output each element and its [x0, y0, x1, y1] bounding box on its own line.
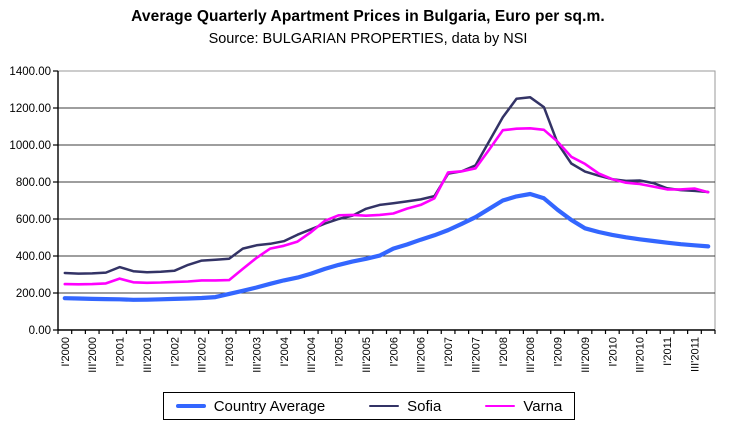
- legend-line-swatch: [485, 404, 516, 408]
- y-tick-label: 1200.00: [9, 103, 51, 115]
- x-tick-label: I'2000: [60, 337, 72, 367]
- x-tick-label: I'2002: [169, 337, 181, 367]
- x-tick-label: I'2004: [279, 337, 291, 367]
- legend-item-varna: Varna: [485, 399, 562, 414]
- series-line-varna: [63, 127, 710, 286]
- legend-item-country-average: Country Average: [175, 397, 326, 415]
- x-tick-label: I'2010: [607, 337, 619, 367]
- x-tick-label: III'2009: [580, 337, 592, 373]
- series-line-sofia: [63, 96, 710, 275]
- y-tick-label: 1400.00: [9, 66, 51, 78]
- x-tick-label: III'2007: [470, 337, 482, 373]
- x-tick-label: III'2004: [306, 337, 318, 373]
- x-tick-label: III'2000: [87, 337, 99, 373]
- x-tick-label: I'2005: [334, 337, 346, 367]
- legend-line-swatch: [175, 403, 206, 409]
- x-tick-label: III'2011: [689, 337, 701, 372]
- y-tick-label: 800.00: [16, 177, 51, 189]
- plot-border: [57, 70, 716, 331]
- y-tick-label: 200.00: [16, 288, 51, 300]
- x-tick-label: I'2011: [662, 337, 674, 366]
- x-tick-label: I'2006: [388, 337, 400, 367]
- chart-subtitle: Source: BULGARIAN PROPERTIES, data by NS…: [208, 31, 528, 47]
- legend: Country Average Sofia Varna: [163, 392, 575, 420]
- x-tick-label: III'2010: [635, 337, 647, 373]
- x-tick-label: I'2001: [115, 337, 127, 367]
- x-tick-label: I'2008: [498, 337, 510, 367]
- x-tick-label: III'2001: [142, 337, 154, 373]
- x-tick-label: I'2009: [553, 337, 565, 367]
- x-tick-label: III'2006: [416, 337, 428, 373]
- legend-label: Sofia: [407, 397, 442, 415]
- x-tick-label: III'2005: [361, 337, 373, 373]
- x-tick-label: I'2007: [443, 337, 455, 367]
- legend-label: Country Average: [213, 397, 326, 415]
- legend-label: Varna: [523, 397, 563, 415]
- legend-item-sofia: Sofia: [369, 399, 441, 414]
- x-tick-label: III'2002: [197, 337, 209, 373]
- y-tick-label: 400.00: [16, 251, 51, 263]
- y-tick-label: 1000.00: [9, 140, 51, 152]
- series-line-country-average: [62, 191, 711, 302]
- chart-title: Average Quarterly Apartment Prices in Bu…: [131, 8, 605, 25]
- y-tick-label: 0.00: [29, 325, 51, 337]
- x-tick-label: I'2003: [224, 337, 236, 367]
- x-tick-label: III'2008: [525, 337, 537, 373]
- x-tick-label: III'2003: [251, 337, 263, 373]
- y-tick-label: 600.00: [16, 214, 51, 226]
- legend-line-swatch: [369, 404, 400, 408]
